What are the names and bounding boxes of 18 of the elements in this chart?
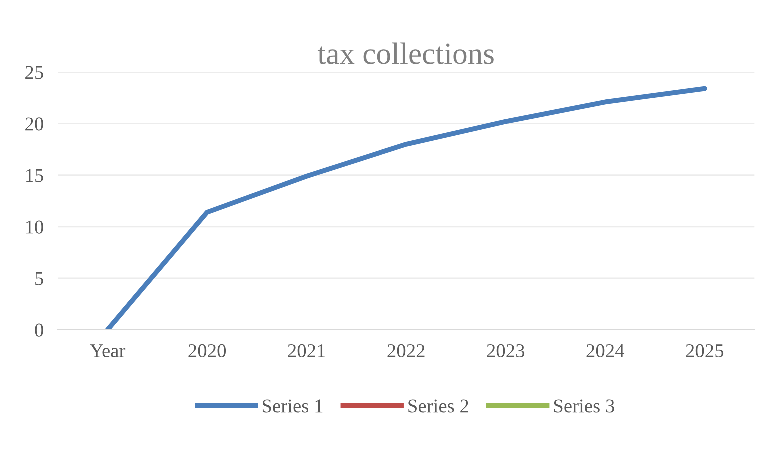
x-tick-label: 2023	[487, 344, 525, 358]
x-tick-label: 2020	[188, 344, 226, 358]
line-series	[105, 86, 708, 330]
y-tick-label: 15	[26, 169, 44, 182]
y-tick-label: 20	[26, 118, 44, 131]
y-tick-label: 0	[35, 324, 44, 337]
x-tick-label: 2021	[288, 344, 326, 358]
x-tick-label: 2025	[686, 344, 724, 358]
y-tick-label: 10	[26, 220, 44, 234]
y-tick-label: 5	[36, 272, 44, 286]
x-tick-label: 2022	[388, 344, 425, 358]
chart-title: tax collections	[318, 42, 494, 64]
x-tick-label: Year	[90, 344, 126, 358]
x-tick-label: 2024	[586, 344, 625, 358]
legend-label: Series 3	[554, 400, 614, 413]
legend-label: Series 1	[262, 400, 323, 413]
y-tick-label: 25	[26, 66, 44, 80]
legend-label: Series 2	[408, 400, 468, 413]
